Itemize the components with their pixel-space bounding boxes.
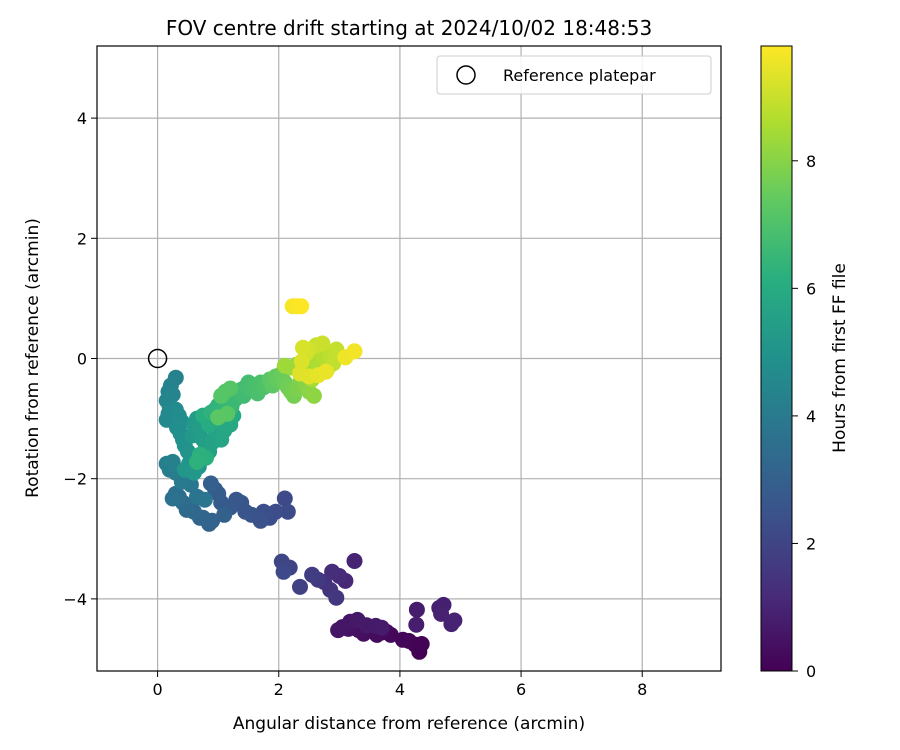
data-point [164,490,181,507]
colorbar-label: Hours from first FF file [830,263,850,453]
x-axis-label: Angular distance from reference (arcmin) [233,714,585,734]
data-point [210,409,227,426]
x-tick-label: 8 [637,680,647,699]
y-tick-label: −2 [63,470,87,489]
data-point [433,605,450,622]
data-point [314,335,331,352]
x-axis-ticks: 0 2 4 6 8 [152,671,647,699]
colorbar-tick-label: 4 [806,407,816,426]
y-tick-label: 2 [77,229,87,248]
scatter-points [158,298,463,660]
x-tick-label: 0 [152,680,162,699]
colorbar-tick-label: 2 [806,534,816,553]
data-point [292,578,308,595]
data-point [276,357,293,374]
data-point [318,363,334,380]
legend-label-reference-platepar: Reference platepar [503,66,656,85]
data-point [293,298,310,315]
data-point [293,353,310,370]
data-point [275,563,292,580]
data-point [304,566,321,583]
data-point [279,503,296,520]
data-point [408,601,425,618]
chart-title: FOV centre drift starting at 2024/10/02 … [166,16,652,40]
reference-platepar-marker [147,348,168,369]
data-point [196,491,213,508]
x-tick-label: 2 [274,680,284,699]
data-point [216,506,233,523]
y-axis-ticks: −4 −2 0 2 4 [63,109,97,609]
data-point [330,622,347,639]
data-point [189,453,205,470]
data-point [413,636,430,652]
colorbar-tick-label: 8 [806,152,816,171]
data-point [305,387,322,404]
data-point [346,553,363,569]
data-point [202,475,219,492]
data-point [346,343,363,360]
legend-reference-marker [456,65,476,85]
colorbar: 0 2 4 6 8 Hours from first FF file [760,45,850,681]
data-point [408,616,425,633]
data-point [213,387,230,404]
colorbar-ticks: 0 2 4 6 8 [792,152,816,681]
data-point [276,490,293,507]
y-tick-label: 0 [77,350,87,369]
y-axis-label: Rotation from reference (arcmin) [23,218,43,498]
data-point [394,631,411,648]
x-tick-label: 4 [395,680,405,699]
data-point [373,619,390,636]
y-tick-label: 4 [77,109,87,128]
data-point [295,339,311,356]
colorbar-tick-label: 6 [806,279,816,298]
data-point [164,453,181,470]
data-point [446,612,463,629]
legend: Reference platepar [436,55,712,95]
x-tick-label: 6 [516,680,526,699]
y-tick-label: −4 [63,590,87,609]
colorbar-tick-label: 0 [806,662,816,681]
colorbar-gradient [760,45,793,672]
legend-box [436,55,712,95]
data-point [328,589,345,606]
grid-lines [97,46,721,671]
